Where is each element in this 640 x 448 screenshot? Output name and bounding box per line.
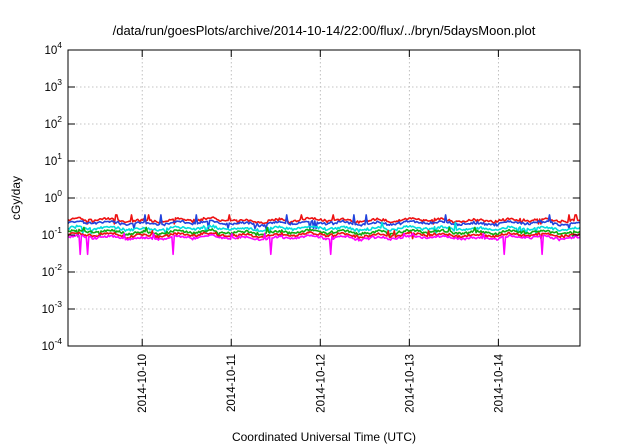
x-tick-label: 2014-10-13: [404, 354, 416, 413]
x-tick-label: 2014-10-11: [226, 354, 238, 412]
y-tick-label: 101: [44, 151, 62, 168]
y-tick-label: 10-2: [42, 262, 63, 279]
series-line-3: [67, 221, 581, 235]
chart-title: /data/run/goesPlots/archive/2014-10-14/2…: [113, 23, 536, 38]
series-line-1: [67, 214, 581, 225]
y-axis-label: cGy/day: [9, 176, 23, 220]
y-tick-label: 103: [44, 77, 62, 94]
y-tick-label: 100: [44, 188, 62, 205]
x-tick-label: 2014-10-10: [137, 354, 149, 413]
series-line-2: [67, 214, 581, 230]
x-axis-label: Coordinated Universal Time (UTC): [232, 430, 416, 444]
y-tick-label: 104: [44, 40, 62, 57]
y-tick-label: 10-4: [42, 336, 63, 353]
axis-layer: 10-4 10-3 10-2 10-1 100 101 102 103 104 2014-10-1…: [42, 40, 580, 413]
series-layer: [67, 214, 581, 256]
y-tick-label: 10-3: [42, 299, 63, 316]
series-line-6: [67, 232, 581, 256]
y-tick-label: 10-1: [42, 225, 63, 242]
x-tick-label: 2014-10-14: [493, 353, 505, 412]
y-tick-label: 102: [44, 114, 62, 131]
x-tick-label: 2014-10-12: [315, 354, 327, 413]
grid-layer: [68, 50, 580, 346]
plot-frame: [67, 49, 581, 347]
